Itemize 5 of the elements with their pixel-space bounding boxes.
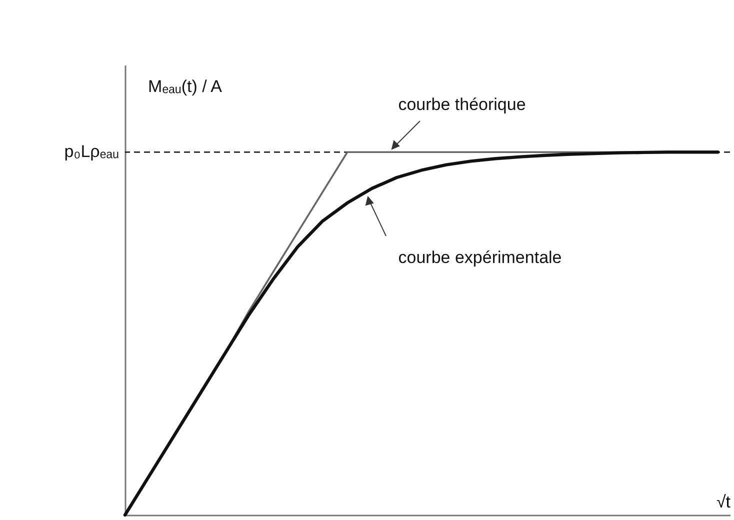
y-axis-title: Mₑₐᵤ(t) / A	[148, 77, 223, 96]
x-axis-title: √t	[716, 492, 731, 512]
text: courbe théorique	[398, 95, 526, 114]
ref-line-label: p₀Lρₑₐᵤ	[64, 142, 119, 162]
annotation: courbe expérimentale	[398, 248, 562, 267]
